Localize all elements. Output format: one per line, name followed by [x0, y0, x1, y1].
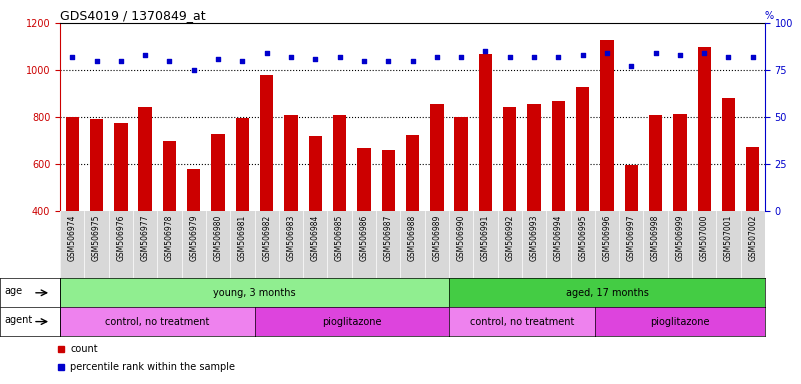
Bar: [527, 104, 541, 305]
Bar: [357, 148, 371, 305]
Point: [479, 48, 492, 54]
Point: [406, 58, 419, 64]
Text: GSM506979: GSM506979: [189, 215, 199, 261]
Point: [747, 54, 759, 60]
Text: GSM506996: GSM506996: [602, 215, 611, 261]
Text: GSM506983: GSM506983: [287, 215, 296, 261]
Point: [357, 58, 370, 64]
Bar: [308, 136, 322, 305]
Point: [382, 58, 395, 64]
Point: [722, 54, 735, 60]
Bar: [211, 134, 225, 305]
Bar: [187, 169, 200, 305]
Bar: [673, 114, 686, 305]
Text: control, no treatment: control, no treatment: [469, 316, 574, 327]
Bar: [163, 141, 176, 305]
Point: [66, 54, 78, 60]
Bar: [600, 40, 614, 305]
Bar: [479, 54, 492, 305]
Point: [211, 56, 224, 62]
Point: [455, 54, 468, 60]
Bar: [698, 46, 710, 305]
Bar: [406, 135, 419, 305]
Bar: [625, 166, 638, 305]
Text: GSM507002: GSM507002: [748, 215, 757, 261]
Bar: [552, 101, 565, 305]
Point: [91, 58, 103, 64]
Point: [601, 50, 614, 56]
Point: [552, 54, 565, 60]
Text: young, 3 months: young, 3 months: [213, 288, 296, 298]
Point: [333, 54, 346, 60]
Bar: [381, 150, 395, 305]
Bar: [235, 118, 249, 305]
Point: [187, 67, 200, 73]
Text: GSM506995: GSM506995: [578, 215, 587, 261]
Text: GSM507001: GSM507001: [724, 215, 733, 261]
Point: [503, 54, 516, 60]
Text: GSM506989: GSM506989: [433, 215, 441, 261]
Text: GSM506975: GSM506975: [92, 215, 101, 261]
Text: pioglitazone: pioglitazone: [322, 316, 381, 327]
Bar: [284, 115, 298, 305]
Text: agent: agent: [5, 315, 33, 325]
Point: [698, 50, 710, 56]
Point: [163, 58, 176, 64]
Text: GSM506976: GSM506976: [116, 215, 125, 261]
Text: GSM506974: GSM506974: [68, 215, 77, 261]
Text: GSM506984: GSM506984: [311, 215, 320, 261]
Text: GSM506994: GSM506994: [553, 215, 563, 261]
Text: pioglitazone: pioglitazone: [650, 316, 710, 327]
Point: [139, 52, 151, 58]
Text: GDS4019 / 1370849_at: GDS4019 / 1370849_at: [60, 9, 206, 22]
Text: GSM506991: GSM506991: [481, 215, 490, 261]
Bar: [722, 98, 735, 305]
Text: GSM507000: GSM507000: [700, 215, 709, 261]
Point: [309, 56, 322, 62]
Bar: [430, 104, 444, 305]
Point: [115, 58, 127, 64]
Point: [576, 52, 589, 58]
Bar: [503, 106, 517, 305]
Text: GSM506988: GSM506988: [408, 215, 417, 261]
Bar: [115, 123, 127, 305]
Text: count: count: [70, 344, 98, 354]
Text: GSM506998: GSM506998: [651, 215, 660, 261]
Text: control, no treatment: control, no treatment: [105, 316, 210, 327]
Bar: [454, 117, 468, 305]
Point: [430, 54, 443, 60]
Point: [625, 63, 638, 70]
Text: GSM506977: GSM506977: [141, 215, 150, 261]
Bar: [333, 115, 346, 305]
Text: GSM506987: GSM506987: [384, 215, 392, 261]
Text: percentile rank within the sample: percentile rank within the sample: [70, 362, 235, 372]
Bar: [576, 86, 590, 305]
Point: [236, 58, 249, 64]
Bar: [649, 115, 662, 305]
Text: GSM506986: GSM506986: [360, 215, 368, 261]
Text: aged, 17 months: aged, 17 months: [566, 288, 648, 298]
Text: GSM506990: GSM506990: [457, 215, 465, 261]
Bar: [260, 75, 273, 305]
Point: [260, 50, 273, 56]
Text: GSM506985: GSM506985: [335, 215, 344, 261]
Bar: [90, 119, 103, 305]
Text: %: %: [765, 11, 774, 21]
Bar: [746, 147, 759, 305]
Text: GSM506992: GSM506992: [505, 215, 514, 261]
Point: [528, 54, 541, 60]
Text: GSM506981: GSM506981: [238, 215, 247, 261]
Text: GSM506980: GSM506980: [214, 215, 223, 261]
Point: [674, 52, 686, 58]
Point: [649, 50, 662, 56]
Text: GSM506978: GSM506978: [165, 215, 174, 261]
Text: GSM506982: GSM506982: [262, 215, 272, 261]
Bar: [139, 106, 152, 305]
Text: GSM506993: GSM506993: [529, 215, 538, 261]
Text: age: age: [5, 286, 23, 296]
Text: GSM506997: GSM506997: [626, 215, 636, 261]
Text: GSM506999: GSM506999: [675, 215, 684, 261]
Bar: [66, 117, 79, 305]
Point: [284, 54, 297, 60]
